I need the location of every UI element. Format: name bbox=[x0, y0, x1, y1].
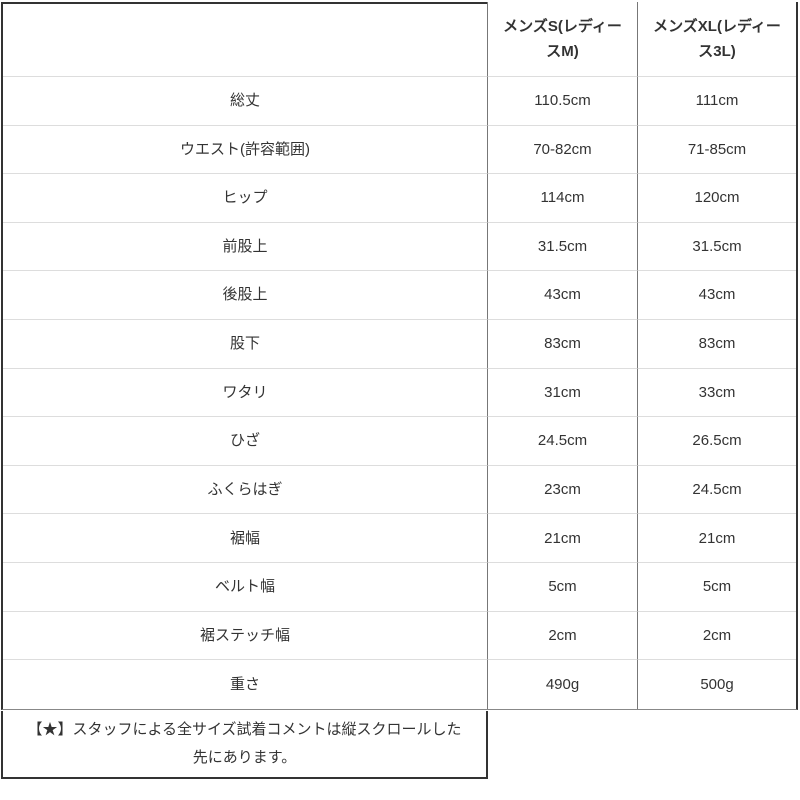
value-cell-s: 31cm bbox=[487, 368, 637, 418]
value-cell-xl: 33cm bbox=[637, 368, 796, 418]
footnote-box: 【★】スタッフによる全サイズ試着コメントは縦スクロールした先にあります。 bbox=[1, 711, 488, 779]
value-cell-s: 21cm bbox=[487, 514, 637, 564]
value-cell-s: 110.5cm bbox=[487, 77, 637, 126]
header-cell-mens-s: メンズS(レディースM) bbox=[487, 2, 637, 77]
row-label-cell: ひざ bbox=[3, 417, 487, 466]
value-cell-xl: 83cm bbox=[637, 320, 796, 369]
size-spec-table: メンズS(レディースM) メンズXL(レディース3L) 総丈 110.5cm 111… bbox=[1, 2, 798, 710]
row-label-cell: 裾幅 bbox=[3, 514, 487, 564]
row-label-cell: ベルト幅 bbox=[3, 563, 487, 612]
header-cell-mens-xl: メンズXL(レディース3L) bbox=[637, 2, 796, 77]
value-cell-s: 114cm bbox=[487, 174, 637, 223]
value-cell-s: 83cm bbox=[487, 320, 637, 369]
value-cell-s: 490g bbox=[487, 660, 637, 709]
value-cell-xl: 111cm bbox=[637, 77, 796, 126]
value-cell-s: 31.5cm bbox=[487, 222, 637, 272]
value-cell-xl: 31.5cm bbox=[637, 222, 796, 272]
value-cell-xl: 500g bbox=[637, 660, 796, 709]
value-cell-s: 24.5cm bbox=[487, 417, 637, 466]
header-cell-blank bbox=[3, 2, 487, 77]
value-cell-xl: 2cm bbox=[637, 611, 796, 661]
value-cell-xl: 5cm bbox=[637, 563, 796, 612]
value-cell-xl: 120cm bbox=[637, 174, 796, 223]
value-cell-xl: 26.5cm bbox=[637, 417, 796, 466]
row-label-cell: ウエスト(許容範囲) bbox=[3, 126, 487, 175]
value-cell-s: 43cm bbox=[487, 271, 637, 321]
row-label-cell: ワタリ bbox=[3, 369, 487, 418]
value-cell-s: 70-82cm bbox=[487, 125, 637, 175]
value-cell-xl: 21cm bbox=[637, 514, 796, 564]
row-label-cell: 後股上 bbox=[3, 271, 487, 321]
value-cell-xl: 24.5cm bbox=[637, 465, 796, 515]
row-label-cell: 裾ステッチ幅 bbox=[3, 612, 487, 661]
value-cell-xl: 71-85cm bbox=[637, 125, 796, 175]
row-label-cell: 重さ bbox=[229, 675, 260, 693]
row-label-cell: ヒップ bbox=[3, 174, 487, 223]
value-cell-xl: 43cm bbox=[637, 271, 796, 321]
row-label-cell: 総丈 bbox=[3, 77, 487, 126]
value-cell-s: 2cm bbox=[487, 611, 637, 661]
footnote-text: 【★】スタッフによる全サイズ試着コメントは縦スクロールした先にあります。 bbox=[27, 721, 462, 766]
row-label-cell: ふくらはぎ bbox=[3, 466, 487, 515]
value-cell-s: 23cm bbox=[487, 465, 637, 515]
row-label-cell: 前股上 bbox=[3, 223, 487, 272]
row-label-cell: 股下 bbox=[3, 320, 487, 369]
value-cell-s: 5cm bbox=[487, 563, 637, 612]
